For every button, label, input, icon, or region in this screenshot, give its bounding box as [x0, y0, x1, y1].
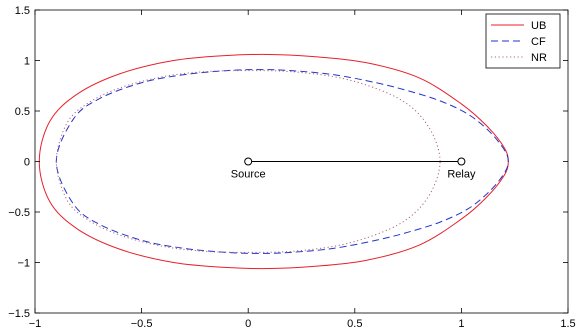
y-tick-label: 1	[24, 56, 30, 68]
x-tick-label: 0.5	[347, 318, 362, 330]
x-tick-label: −0.5	[131, 318, 153, 330]
series-nr-line	[55, 70, 441, 253]
source-marker	[244, 157, 253, 166]
annotation-relay: Relay	[447, 169, 476, 181]
legend: UB CF NR	[485, 13, 561, 69]
x-tick-label: 1	[458, 318, 464, 330]
x-tick-label: −1	[29, 318, 42, 330]
y-tick-label: 1.5	[15, 5, 30, 17]
x-tick-label: 0	[245, 318, 251, 330]
annotation-source: Source	[231, 169, 266, 181]
legend-label-cf: CF	[531, 36, 546, 48]
legend-box	[485, 13, 561, 69]
y-tick-label: −1	[17, 258, 30, 270]
y-tick-label: −1.5	[8, 308, 30, 320]
ticks-layer: −1 −0.5 0 0.5 1 1.5−1.5−1−0.500.511.5	[8, 5, 575, 330]
source-relay-link	[244, 157, 466, 166]
y-tick-label: −0.5	[8, 207, 30, 219]
annotations-layer: Source Relay	[231, 169, 476, 181]
legend-label-ub: UB	[531, 20, 546, 32]
y-tick-label: 0	[24, 157, 30, 169]
x-tick-label: 1.5	[560, 318, 575, 330]
relay-marker	[457, 157, 466, 166]
y-tick-label: 0.5	[15, 106, 30, 118]
legend-label-nr: NR	[531, 52, 547, 64]
